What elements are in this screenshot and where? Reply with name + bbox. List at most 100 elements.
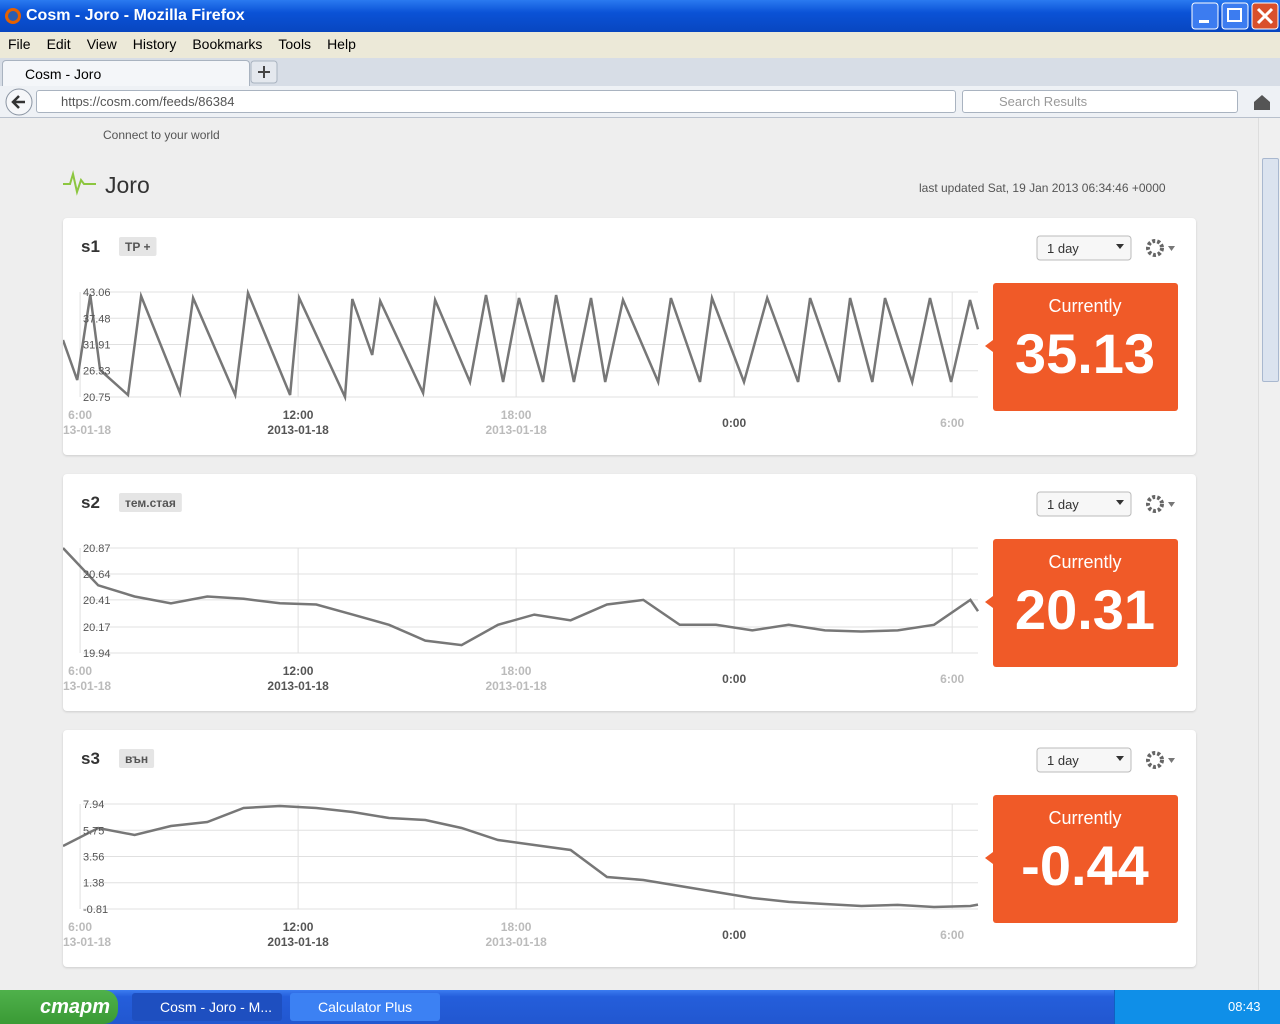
start-button[interactable]: старт bbox=[0, 990, 118, 1024]
x-tick-label: 6:00 bbox=[940, 928, 964, 942]
x-date-label: 2013-01-18 bbox=[485, 423, 547, 437]
tab-bar: Cosm - Joro bbox=[0, 58, 1280, 87]
home-button[interactable] bbox=[1252, 92, 1272, 112]
url-text: https://cosm.com/feeds/86384 bbox=[61, 94, 235, 109]
menu-bar: File Edit View History Bookmarks Tools Help bbox=[0, 32, 1280, 58]
search-placeholder: Search Results bbox=[999, 94, 1088, 109]
sensor-id: s3 bbox=[81, 749, 100, 768]
content: Connect to your world Joro last updated … bbox=[0, 118, 1258, 990]
task-label: Calculator Plus bbox=[318, 999, 413, 1015]
sensor-id: s2 bbox=[81, 493, 100, 512]
series-line bbox=[63, 288, 980, 402]
range-select[interactable] bbox=[1036, 235, 1132, 261]
series-line bbox=[63, 547, 980, 647]
current-box bbox=[993, 283, 1178, 411]
range-arrow bbox=[1116, 244, 1124, 249]
y-tick-label: 43.06 bbox=[83, 287, 111, 299]
sensor-tag: тем.стая bbox=[125, 496, 176, 510]
y-tick-label: 20.64 bbox=[83, 569, 111, 581]
current-box bbox=[993, 795, 1178, 923]
tab[interactable]: Cosm - Joro bbox=[2, 60, 250, 87]
panel-svg: s2 тем.стая 1 day 20.87 20.64 20.41 20.17 19.94… bbox=[63, 491, 1178, 693]
start-label: старт bbox=[40, 996, 111, 1018]
new-tab[interactable] bbox=[250, 60, 278, 84]
y-tick-label: 3.56 bbox=[83, 852, 104, 864]
tag-box bbox=[119, 749, 155, 768]
y-tick-label: 20.87 bbox=[83, 543, 111, 555]
range-arrow bbox=[1116, 500, 1124, 505]
x-tick-label: 18:00 bbox=[501, 408, 532, 422]
y-tick-label: -0.81 bbox=[83, 904, 108, 916]
menu-item[interactable]: History bbox=[132, 36, 177, 52]
taskbar: старт 08:43 Cosm - Joro - M... Calculator… bbox=[0, 990, 1280, 1024]
y-tick-label: 7.94 bbox=[83, 799, 104, 811]
url-bar[interactable]: https://cosm.com/feeds/86384 bbox=[36, 90, 956, 113]
x-date-label: 2013-01-18 bbox=[485, 679, 547, 693]
tab-title: Cosm - Joro bbox=[25, 66, 102, 82]
x-tick-label: 12:00 bbox=[283, 920, 314, 934]
x-tick-label: 6:00 bbox=[940, 416, 964, 430]
task-button[interactable]: Calculator Plus bbox=[290, 993, 440, 1021]
menu-item[interactable]: Edit bbox=[46, 36, 71, 52]
sensor-tag: вън bbox=[125, 752, 148, 766]
y-tick-label: 20.41 bbox=[83, 595, 111, 607]
x-tick-label: 12:00 bbox=[283, 408, 314, 422]
current-box bbox=[993, 539, 1178, 667]
range-select[interactable] bbox=[1036, 747, 1132, 773]
x-date-label: 2013-01-18 bbox=[485, 935, 547, 949]
window-buttons[interactable] bbox=[1190, 2, 1280, 30]
menu-item[interactable]: Bookmarks bbox=[192, 36, 263, 52]
x-date-label: 13-01-18 bbox=[63, 679, 111, 693]
x-date-label: 2013-01-18 bbox=[267, 423, 329, 437]
sensor-tag: TP + bbox=[125, 240, 150, 254]
settings-gear[interactable] bbox=[1146, 751, 1164, 769]
menu-item[interactable]: Help bbox=[327, 36, 356, 52]
current-value: 35.13 bbox=[1015, 322, 1155, 385]
clock: 08:43 bbox=[1228, 999, 1261, 1014]
back-button[interactable] bbox=[4, 87, 34, 117]
panel-svg: s3 вън 1 day7.945.753.561.38-0.816:0013-01… bbox=[63, 747, 1178, 949]
search-box[interactable]: Search Results bbox=[962, 90, 1238, 113]
x-date-label: 2013-01-18 bbox=[267, 679, 329, 693]
y-tick-label: 31.91 bbox=[83, 339, 111, 351]
range-label: 1 day bbox=[1047, 497, 1079, 512]
y-tick-label: 26.33 bbox=[83, 366, 111, 378]
x-tick-label: 6:00 bbox=[68, 920, 92, 934]
settings-gear[interactable] bbox=[1146, 495, 1164, 513]
feed-title: Joro bbox=[105, 172, 150, 198]
y-tick-label: 19.94 bbox=[83, 648, 111, 660]
nav-bar: https://cosm.com/feeds/86384 Search Resu… bbox=[0, 86, 1280, 118]
feed-icon bbox=[63, 170, 96, 196]
current-value: -0.44 bbox=[1021, 834, 1149, 897]
scrollbar[interactable] bbox=[1258, 118, 1280, 990]
y-tick-label: 20.17 bbox=[83, 622, 111, 634]
range-select[interactable] bbox=[1036, 491, 1132, 517]
x-tick-label: 12:00 bbox=[283, 664, 314, 678]
panel-svg: s1 TP + 1 day 43.06 37.48 31.91 26.33 20.75 6:00… bbox=[63, 235, 1178, 437]
menu-item[interactable]: Tools bbox=[278, 36, 312, 52]
x-tick-label: 18:00 bbox=[501, 920, 532, 934]
sensor-panel: s3 вън 1 day 7.94 5.75 3.56 1.38 -0.81 6:00 13-01… bbox=[63, 730, 1196, 967]
menu-item[interactable]: View bbox=[86, 36, 117, 52]
x-tick-label: 0:00 bbox=[722, 672, 746, 686]
settings-gear[interactable] bbox=[1146, 239, 1164, 257]
y-tick-label: 20.75 bbox=[83, 392, 111, 404]
sensor-id: s1 bbox=[81, 237, 100, 256]
settings-arrow bbox=[1168, 502, 1175, 507]
current-value: 20.31 bbox=[1015, 578, 1155, 641]
title-bar: Cosm - Joro - Mozilla Firefox bbox=[0, 0, 1280, 32]
x-tick-label: 6:00 bbox=[68, 664, 92, 678]
series-line bbox=[63, 804, 979, 909]
task-label: Cosm - Joro - M... bbox=[160, 999, 273, 1015]
range-arrow bbox=[1116, 756, 1124, 761]
last-updated: last updated Sat, 19 Jan 2013 06:34:46 +… bbox=[919, 181, 1166, 195]
x-tick-label: 18:00 bbox=[501, 664, 532, 678]
tag-box bbox=[119, 237, 157, 256]
task-button[interactable]: Cosm - Joro - M... bbox=[132, 993, 282, 1021]
menu-item[interactable]: File bbox=[8, 36, 31, 52]
x-date-label: 13-01-18 bbox=[63, 423, 111, 437]
settings-arrow bbox=[1168, 246, 1175, 251]
y-tick-label: 37.48 bbox=[83, 313, 111, 325]
